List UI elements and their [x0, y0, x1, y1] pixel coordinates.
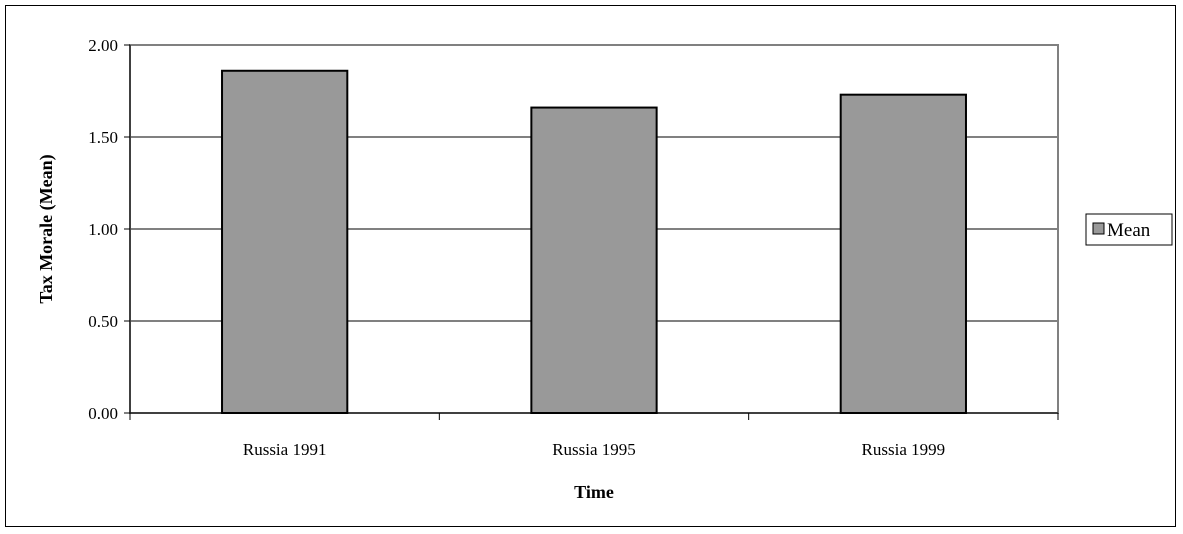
y-tick-label: 0.50	[88, 312, 118, 331]
x-tick-label: Russia 1995	[552, 440, 636, 459]
bar-russia-1991	[221, 69, 349, 414]
y-tick-label: 1.50	[88, 128, 118, 147]
y-tick-label: 0.00	[88, 404, 118, 423]
legend-entry-mean: Mean	[1107, 220, 1151, 241]
y-tick-labels: 0.00 0.50 1.00 1.50 2.00	[88, 36, 118, 423]
y-axis-title: Tax Morale (Mean)	[36, 154, 57, 303]
bar-russia-1999	[839, 93, 967, 415]
x-axis-title: Time	[574, 482, 614, 502]
x-tick-labels: Russia 1991 Russia 1995 Russia 1999	[243, 440, 945, 459]
bar-russia-1995	[530, 106, 658, 414]
legend: Mean	[1085, 213, 1173, 246]
legend-swatch	[1092, 222, 1105, 235]
x-tick-label: Russia 1999	[862, 440, 946, 459]
axes	[124, 44, 1059, 420]
y-tick-label: 2.00	[88, 36, 118, 55]
y-tick-label: 1.00	[88, 220, 118, 239]
x-tick-label: Russia 1991	[243, 440, 327, 459]
bars	[221, 69, 967, 415]
